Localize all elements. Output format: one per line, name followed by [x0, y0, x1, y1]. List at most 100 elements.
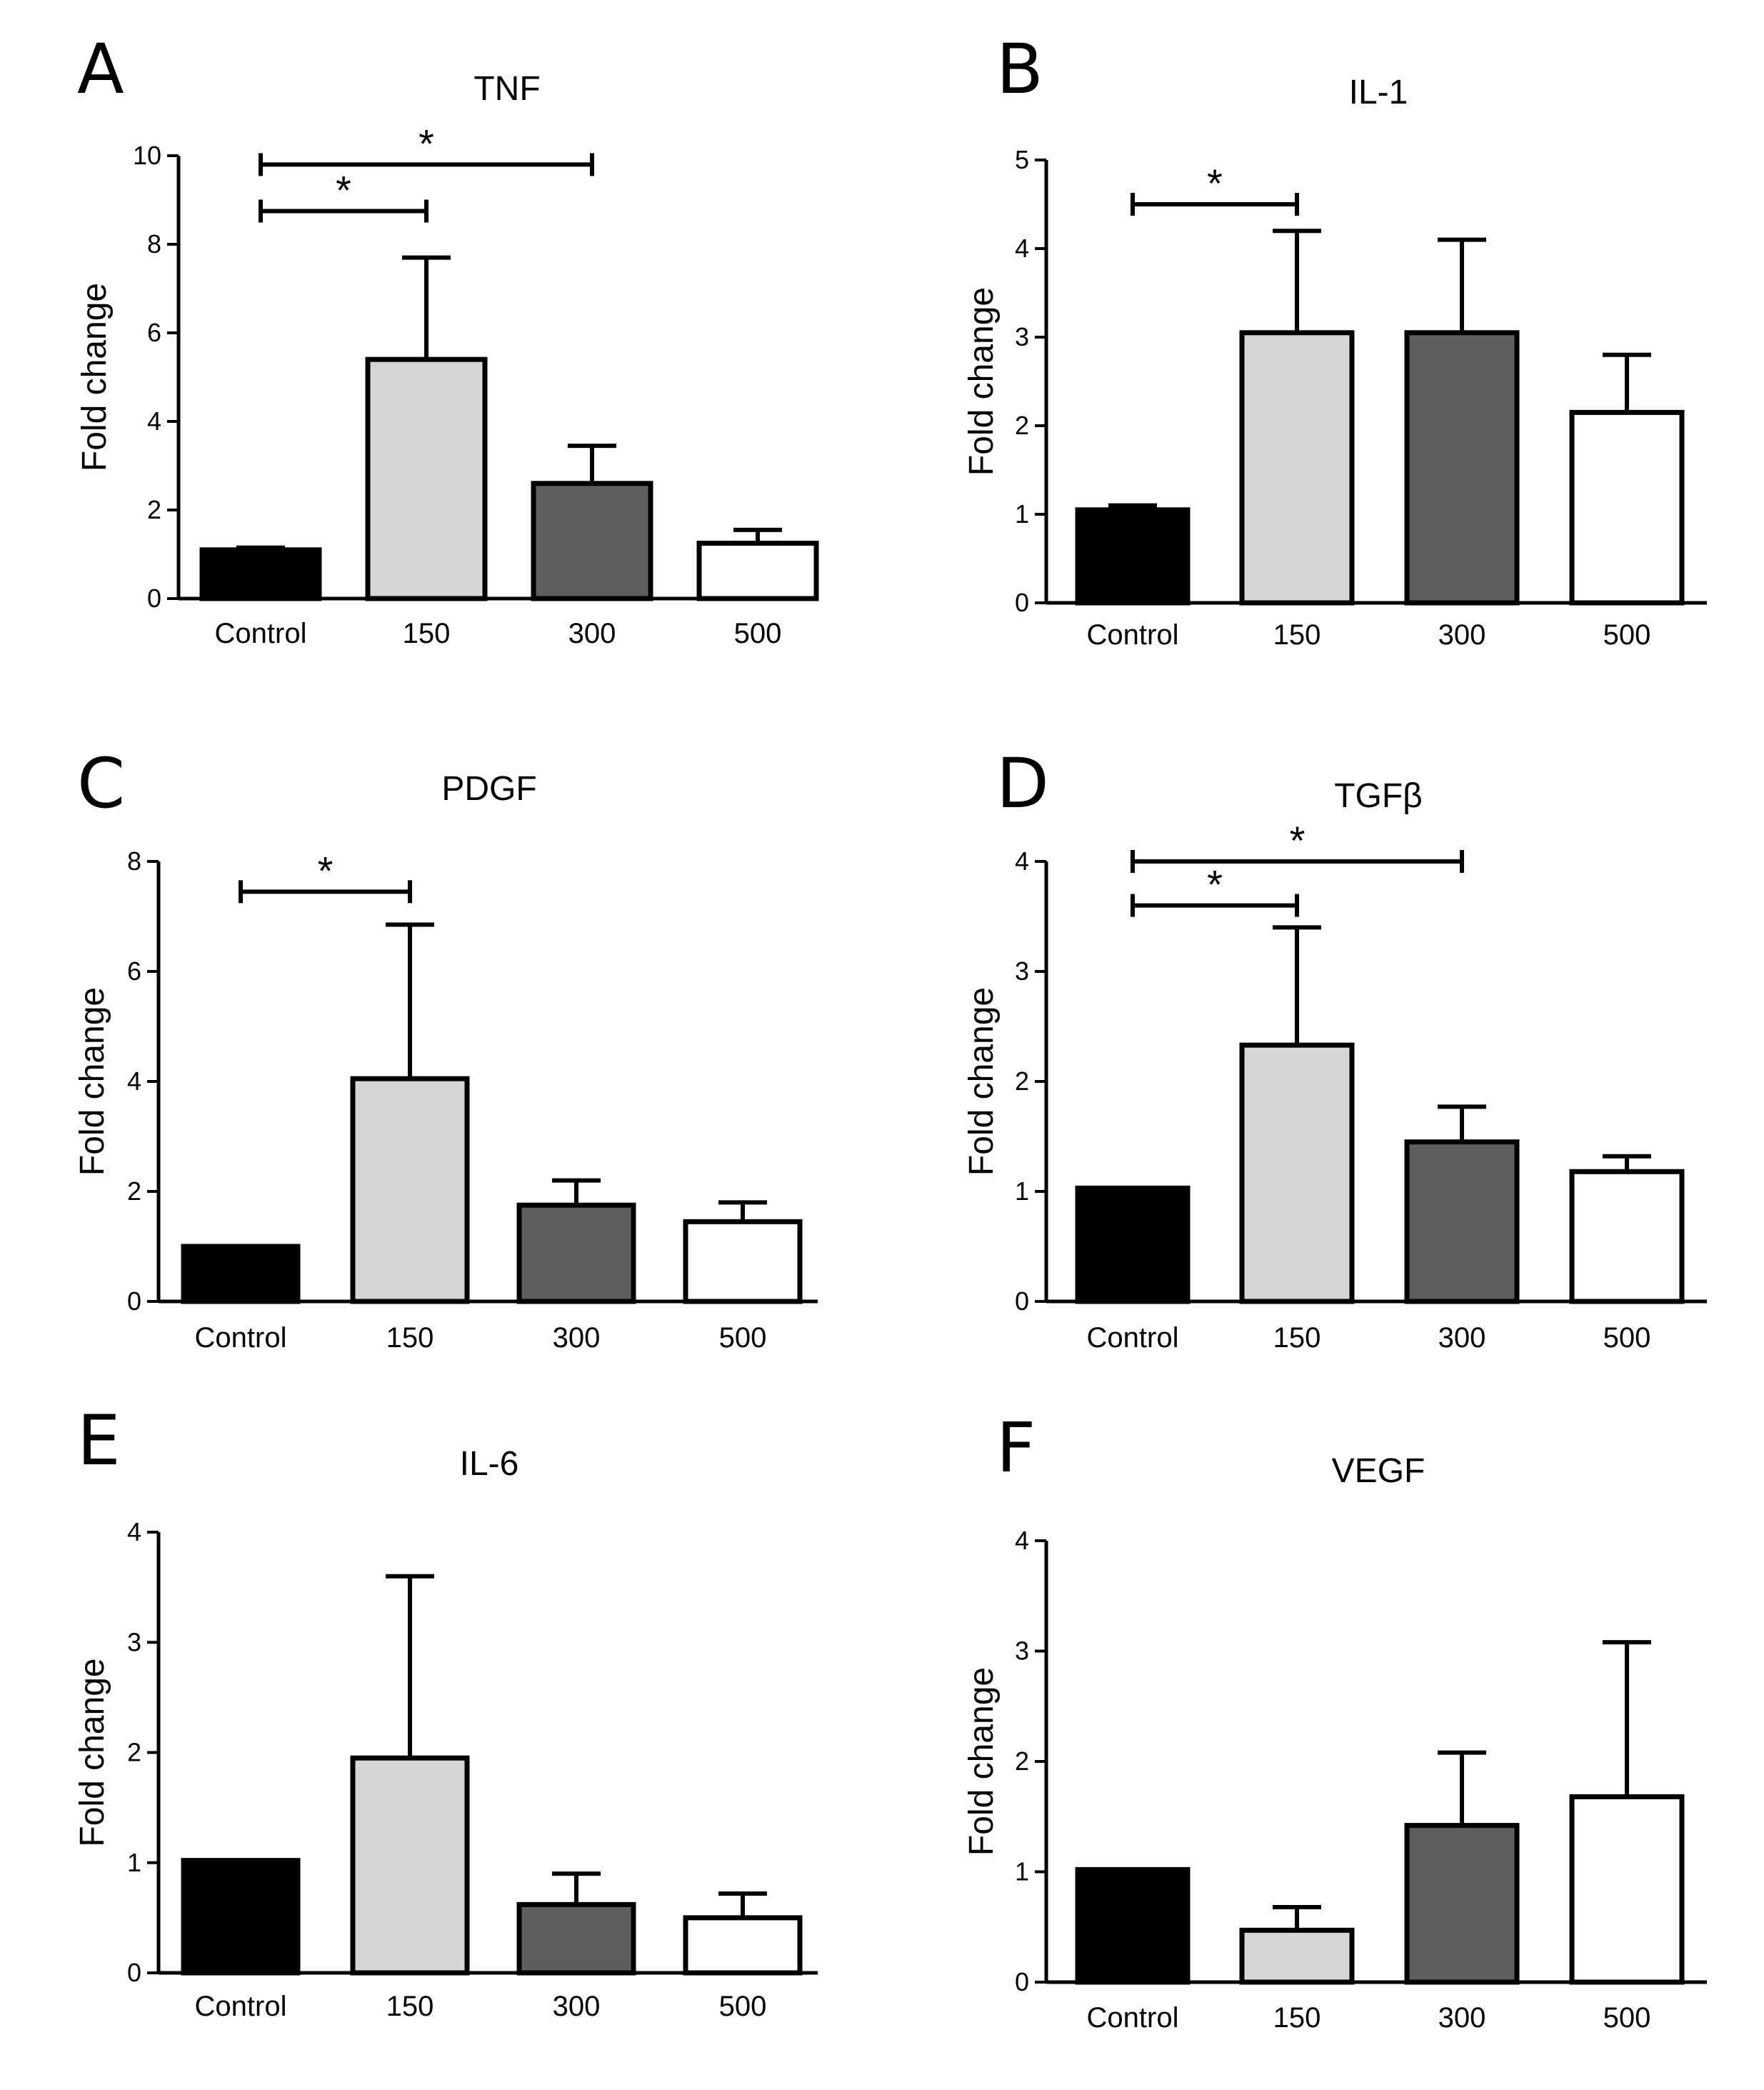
category-label: 500: [1603, 1322, 1651, 1354]
bar: [683, 1219, 803, 1304]
y-tick-label: 4: [147, 406, 161, 436]
category-label: 500: [719, 1991, 767, 2022]
bar: [696, 541, 819, 601]
y-tick-label: 2: [1015, 411, 1029, 440]
bar: [1239, 1927, 1355, 1985]
category-label: 150: [386, 1322, 434, 1354]
bar: [199, 547, 322, 601]
category-label: 500: [1603, 619, 1651, 651]
category-label: 150: [1273, 2002, 1321, 2034]
bar: [181, 1858, 301, 1976]
bar: [1075, 1185, 1191, 1304]
y-axis-label: Fold change: [963, 987, 1001, 1176]
category-label: 300: [1438, 1322, 1486, 1354]
y-tick-label: 0: [1015, 1967, 1029, 1996]
significance-label: *: [318, 848, 334, 893]
y-tick-label: 4: [1015, 234, 1029, 263]
significance-label: *: [1207, 161, 1223, 206]
category-label: 150: [386, 1991, 434, 2022]
bar: [516, 1901, 636, 1976]
chart-panel-e: E IL-6 Fold change 0 1 2 3 4 Control 150 300 500: [74, 1401, 818, 2022]
category-label: 300: [553, 1991, 601, 2022]
category-label: 300: [553, 1322, 601, 1354]
y-tick-label: 3: [127, 1627, 141, 1656]
chart-title: IL-6: [460, 1445, 519, 1483]
y-tick-label: 1: [1015, 499, 1029, 529]
y-tick-label: 4: [1015, 1526, 1029, 1555]
bar: [1239, 1042, 1355, 1304]
category-label: 500: [734, 618, 782, 649]
panel-letter: C: [77, 744, 125, 824]
bar: [181, 1244, 301, 1304]
y-tick-label: 1: [1015, 1857, 1029, 1886]
y-tick-label: 2: [1015, 1746, 1029, 1776]
bar: [365, 356, 488, 601]
significance-label: *: [1290, 818, 1306, 863]
panel-letter: F: [996, 1408, 1036, 1488]
chart-title: VEGF: [1332, 1452, 1425, 1490]
y-tick-label: 4: [127, 1517, 141, 1546]
y-tick-label: 0: [1015, 588, 1029, 617]
y-tick-label: 1: [127, 1848, 141, 1877]
panel-letter: D: [996, 744, 1049, 824]
y-tick-label: 4: [127, 1066, 141, 1096]
y-tick-label: 5: [1015, 145, 1029, 174]
chart-panel-d: D TGFβ Fold change 0 1 2 3 4 Control 150 300 500 * *: [963, 744, 1707, 1354]
category-label: 300: [1438, 2002, 1486, 2034]
y-tick-label: 3: [1015, 956, 1029, 986]
y-tick-label: 0: [127, 1958, 141, 1987]
bar: [1404, 1823, 1520, 1985]
chart-panel-c: C PDGF Fold change 0 2 4 6 8 Control 150 300 500 *: [74, 744, 818, 1354]
chart-panel-b: B IL-1 Fold change 0 1 2 3 4 5 Control 150 300 500 *: [963, 29, 1707, 651]
category-label: 150: [403, 618, 451, 649]
panel-letter: E: [77, 1401, 121, 1481]
y-tick-label: 0: [1015, 1286, 1029, 1316]
y-axis-label: Fold change: [76, 283, 114, 471]
significance-label: *: [419, 121, 434, 166]
bar: [350, 1076, 470, 1304]
y-axis-label: Fold change: [74, 1658, 111, 1846]
bar: [1075, 1866, 1191, 1985]
y-tick-label: 2: [1015, 1066, 1029, 1096]
y-tick-label: 0: [127, 1286, 141, 1316]
chart-panel-a: A TNF Fold change 0 2 4 6 8 10 Control 150 300 500 * *: [76, 29, 819, 649]
y-tick-label: 2: [127, 1176, 141, 1206]
chart-title: TGFβ: [1334, 777, 1423, 815]
significance-label: *: [1207, 862, 1223, 907]
bar: [1239, 330, 1355, 606]
panel-letter: B: [996, 29, 1043, 109]
bar: [683, 1915, 803, 1976]
y-axis-label: Fold change: [74, 987, 111, 1176]
y-tick-label: 8: [147, 229, 161, 259]
y-tick-label: 3: [1015, 322, 1029, 351]
bar: [531, 481, 653, 601]
category-label: Control: [215, 618, 307, 649]
y-tick-label: 4: [1015, 846, 1029, 876]
category-label: 300: [568, 618, 616, 649]
chart-title: IL-1: [1349, 74, 1408, 111]
category-label: 300: [1438, 619, 1486, 651]
category-label: 500: [1603, 2002, 1651, 2034]
y-tick-label: 8: [127, 846, 141, 876]
panel-letter: A: [77, 29, 124, 109]
y-tick-label: 0: [147, 584, 161, 613]
y-tick-label: 6: [127, 956, 141, 986]
bar: [516, 1202, 636, 1304]
bar: [1404, 330, 1520, 606]
category-label: Control: [195, 1322, 287, 1354]
category-label: 500: [719, 1322, 767, 1354]
category-label: Control: [195, 1991, 287, 2022]
y-tick-label: 2: [127, 1738, 141, 1767]
y-tick-label: 3: [1015, 1636, 1029, 1666]
y-tick-label: 6: [147, 318, 161, 347]
chart-panel-f: F VEGF Fold change 0 1 2 3 4 Control 150 300 500: [963, 1408, 1707, 2034]
bar: [1569, 1794, 1685, 1985]
y-axis-label: Fold change: [963, 1667, 1001, 1856]
bar: [1404, 1139, 1520, 1304]
bar: [1569, 1169, 1685, 1304]
y-axis-label: Fold change: [963, 287, 1001, 476]
category-label: Control: [1087, 2002, 1179, 2034]
category-label: 150: [1273, 619, 1321, 651]
category-label: Control: [1087, 1322, 1179, 1354]
y-tick-label: 2: [147, 495, 161, 524]
